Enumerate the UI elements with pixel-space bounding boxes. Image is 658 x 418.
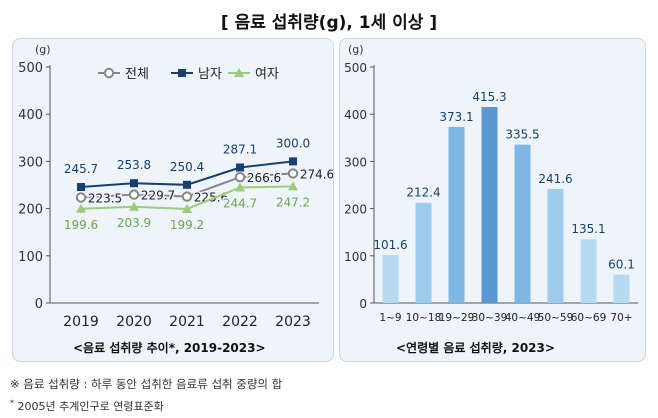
- data-label-여자: 203.9: [117, 216, 151, 230]
- data-label-남자: 253.8: [117, 158, 151, 172]
- marker-circle: [181, 191, 193, 202]
- data-label-전체: 223.5: [88, 192, 122, 206]
- age-chart-panel: (g) 0 100 200 300 400 500 101.6 1~9 212.4 10~18 373…: [339, 38, 646, 362]
- marker-triangle: [76, 203, 86, 213]
- data-label-전체: 229.7: [141, 189, 175, 203]
- age-chart-caption: <연령별 음료 섭취량, 2023>: [396, 341, 555, 355]
- page-title: [ 음료 섭취량(g), 1세 이상 ]: [220, 13, 438, 33]
- footnote-text: 2005년 추계인구로 연령표준화: [14, 400, 164, 413]
- legend-marker-square: [178, 69, 186, 77]
- y-tick-label: 0: [35, 297, 43, 312]
- x-tick-label: 2021: [169, 314, 205, 330]
- y-tick-label: 500: [18, 61, 43, 76]
- bar-value-label: 415.3: [472, 90, 506, 104]
- x-tick-label: 30~39: [472, 312, 508, 324]
- age-bar-chart: (g) 0 100 200 300 400 500 101.6 1~9 212.4 10~18 373…: [344, 43, 638, 324]
- marker-triangle: [182, 203, 192, 213]
- legend-label: 전체: [125, 67, 149, 82]
- marker-circle: [234, 171, 246, 183]
- legend-marker-triangle: [234, 68, 244, 77]
- x-tick-label: 2020: [116, 314, 152, 330]
- footnote-definition: ※ 음료 섭취량 : 하루 동안 섭취한 음료류 섭취 중량의 합: [10, 377, 283, 391]
- data-label-전체: 225.6: [194, 191, 228, 205]
- data-label-여자: 247.2: [276, 195, 310, 209]
- y-tick-label: 100: [344, 250, 367, 264]
- bar-40~49: [514, 144, 531, 303]
- x-tick-label: 40~49: [505, 312, 541, 324]
- x-tick-label: 10~18: [406, 312, 442, 324]
- marker-circle: [287, 168, 299, 179]
- y-tick-label: 300: [344, 155, 367, 169]
- footnote-standardization: * 2005년 추계인구로 연령표준화: [10, 398, 164, 414]
- bar-value-label: 212.4: [406, 186, 440, 200]
- bar-value-label: 60.1: [608, 258, 635, 272]
- footnote-mark: *: [10, 398, 14, 408]
- marker-triangle: [129, 201, 139, 211]
- y-tick-label: 300: [18, 155, 43, 170]
- data-label-남자: 287.1: [223, 142, 257, 156]
- y-unit-label: (g): [348, 43, 364, 56]
- bar-19~29: [448, 126, 465, 304]
- marker-square: [289, 157, 297, 166]
- data-label-남자: 250.4: [170, 160, 204, 174]
- bar-value-label: 135.1: [571, 222, 605, 236]
- marker-triangle: [235, 182, 245, 192]
- marker-square: [183, 180, 191, 189]
- x-tick-label: 2022: [222, 314, 258, 330]
- trend-chart-caption: <음료 섭취량 추이*, 2019-2023>: [73, 341, 266, 355]
- x-tick-label: 2019: [63, 314, 99, 330]
- data-label-남자: 300.0: [276, 136, 310, 150]
- legend-label: 남자: [198, 67, 222, 82]
- legend-label: 여자: [255, 67, 279, 82]
- bar-10~18: [415, 202, 432, 303]
- y-tick-label: 400: [18, 108, 43, 123]
- data-label-전체: 274.6: [300, 167, 333, 181]
- trend-chart-panel: (g) 0 100 200 300 400 500 2019 2020 2021 2022 2023 2…: [12, 38, 334, 362]
- bar-value-label: 335.5: [505, 128, 539, 142]
- data-label-여자: 199.2: [170, 218, 204, 232]
- x-tick-label: 2023: [275, 314, 311, 330]
- marker-square: [77, 183, 85, 192]
- y-tick-label: 500: [344, 61, 367, 75]
- marker-circle: [75, 192, 87, 203]
- y-tick-label: 0: [359, 297, 367, 311]
- y-tick-label: 200: [344, 203, 367, 217]
- data-label-전체: 266.6: [247, 171, 281, 185]
- bar-50~59: [547, 188, 564, 303]
- marker-square: [236, 163, 244, 172]
- x-tick-label: 50~59: [538, 312, 574, 324]
- y-tick-label: 100: [18, 250, 43, 265]
- y-tick-label: 400: [344, 108, 367, 122]
- x-tick-label: 60~69: [571, 312, 607, 324]
- trend-line-chart: (g) 0 100 200 300 400 500 2019 2020 2021 2022 2023 2…: [18, 43, 333, 330]
- bar-1~9: [382, 255, 399, 303]
- bar-value-label: 241.6: [538, 172, 572, 186]
- bar-value-label: 101.6: [373, 238, 407, 252]
- x-tick-label: 19~29: [439, 312, 475, 324]
- y-unit-label: (g): [35, 43, 51, 56]
- y-tick-label: 200: [18, 203, 43, 218]
- data-label-여자: 199.6: [64, 218, 98, 232]
- data-label-여자: 244.7: [223, 197, 257, 211]
- bar-30~39: [481, 106, 498, 304]
- data-label-남자: 245.7: [64, 162, 98, 176]
- bar-60~69: [580, 239, 597, 303]
- bar-value-label: 373.1: [439, 110, 473, 124]
- x-tick-label: 70+: [610, 312, 632, 324]
- marker-triangle: [288, 181, 298, 191]
- marker-square: [130, 179, 138, 188]
- bar-70+: [613, 274, 630, 303]
- x-tick-label: 1~9: [379, 312, 401, 324]
- legend-marker-circle: [103, 67, 115, 79]
- marker-circle: [128, 189, 140, 200]
